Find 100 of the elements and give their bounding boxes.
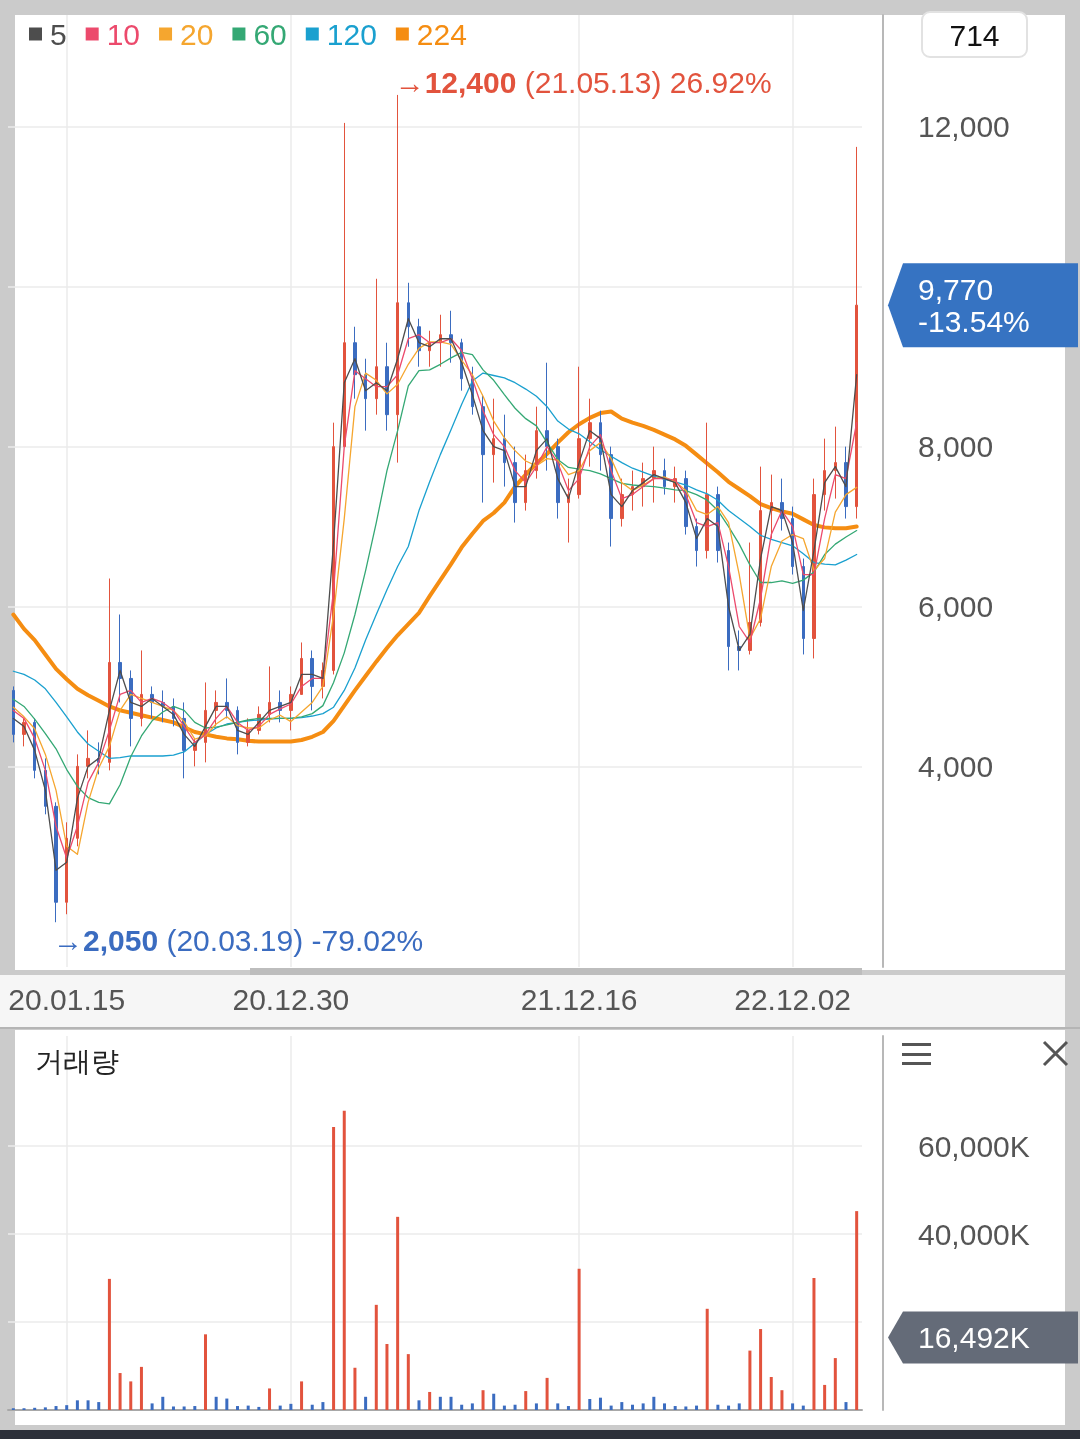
candlestick xyxy=(428,330,431,368)
candlestick xyxy=(812,478,816,659)
bar xyxy=(577,1268,581,1410)
bar xyxy=(780,1390,784,1410)
bar xyxy=(203,1334,207,1410)
bar xyxy=(107,1278,111,1410)
candlestick xyxy=(535,406,538,480)
bar xyxy=(214,1396,218,1410)
candlestick xyxy=(343,122,346,448)
bar xyxy=(396,1216,400,1410)
legend-label: 120 xyxy=(326,17,377,51)
bar xyxy=(289,1403,293,1410)
bar xyxy=(695,1405,699,1410)
y-tick-label: 6,000 xyxy=(918,590,994,623)
y-tick-label: 12,000 xyxy=(918,110,1010,144)
bar xyxy=(129,1381,133,1410)
legend-label: 5 xyxy=(50,17,67,51)
bar xyxy=(246,1405,250,1410)
candlestick xyxy=(513,446,517,524)
bar xyxy=(727,1405,731,1410)
bar xyxy=(150,1403,154,1410)
annotation: →2,050 (20.03.19) -79.02% xyxy=(53,923,424,957)
x-tick-label: 20.12.30 xyxy=(232,982,350,1016)
bar xyxy=(598,1397,602,1410)
bar xyxy=(332,1127,336,1410)
candlestick xyxy=(439,314,442,368)
bar xyxy=(321,1402,325,1410)
bar xyxy=(43,1407,47,1410)
bar xyxy=(470,1403,474,1410)
chart-title: 거래량 xyxy=(35,1045,119,1077)
bar xyxy=(236,1406,240,1410)
text: 16,492K xyxy=(918,1320,1030,1354)
candlestick xyxy=(396,94,399,464)
bar xyxy=(524,1391,528,1410)
candlestick xyxy=(492,398,495,484)
candlestick xyxy=(567,478,570,544)
bar xyxy=(225,1398,229,1410)
x-tick-label: 20.01.15 xyxy=(8,982,126,1016)
bar xyxy=(684,1406,688,1410)
bar xyxy=(374,1304,378,1410)
candlestick xyxy=(823,438,826,512)
bar xyxy=(161,1396,165,1410)
bar xyxy=(118,1373,122,1410)
candlestick xyxy=(300,641,303,695)
bar xyxy=(428,1391,432,1410)
bar xyxy=(300,1381,304,1410)
candlestick xyxy=(214,689,218,727)
text: 9,770 -13.54% xyxy=(918,272,1030,338)
candlestick xyxy=(268,665,271,723)
bar xyxy=(556,1403,560,1410)
bar xyxy=(801,1405,805,1410)
annotation: →12,400 (21.05.13) 26.92% xyxy=(394,66,772,100)
bar xyxy=(759,1329,763,1410)
bar xyxy=(65,1405,69,1410)
candlestick xyxy=(375,278,378,416)
bar xyxy=(737,1403,741,1410)
y-tick-label: 40,000K xyxy=(918,1217,1030,1251)
candlestick xyxy=(695,518,698,568)
bar xyxy=(492,1393,496,1410)
bar xyxy=(513,1404,517,1410)
candlestick xyxy=(310,649,314,711)
bar xyxy=(86,1400,90,1410)
bar xyxy=(534,1403,538,1410)
bar xyxy=(609,1405,613,1410)
bar xyxy=(385,1344,389,1410)
candlestick xyxy=(364,358,367,432)
candlestick xyxy=(140,649,143,727)
bar xyxy=(449,1396,453,1410)
bar xyxy=(812,1278,816,1410)
bar xyxy=(97,1402,101,1410)
bar xyxy=(54,1406,58,1410)
bar xyxy=(791,1403,795,1410)
candlestick xyxy=(834,426,837,500)
bar xyxy=(716,1404,720,1410)
bar xyxy=(652,1396,656,1410)
candlestick xyxy=(705,422,709,560)
bar xyxy=(844,1402,848,1410)
bar xyxy=(460,1404,464,1410)
text: 714 xyxy=(949,18,1000,52)
y-tick-label: 60,000K xyxy=(918,1129,1030,1163)
candlestick xyxy=(588,398,592,468)
bar xyxy=(705,1308,709,1410)
candlestick xyxy=(770,474,773,540)
bar xyxy=(566,1406,570,1410)
bar xyxy=(663,1403,667,1410)
y-tick-label: 4,000 xyxy=(918,749,994,783)
bar xyxy=(620,1402,624,1410)
bar xyxy=(182,1406,186,1410)
candlestick xyxy=(86,729,90,779)
x-tick-label: 22.12.02 xyxy=(734,982,851,1016)
bar xyxy=(342,1110,346,1410)
bar xyxy=(823,1384,827,1410)
bar xyxy=(310,1404,314,1410)
bar xyxy=(139,1366,143,1410)
bar xyxy=(833,1358,837,1410)
bar xyxy=(630,1404,634,1410)
legend-label: 60 xyxy=(253,17,287,51)
bar xyxy=(588,1399,592,1410)
bar xyxy=(417,1400,421,1410)
bar xyxy=(855,1211,859,1410)
